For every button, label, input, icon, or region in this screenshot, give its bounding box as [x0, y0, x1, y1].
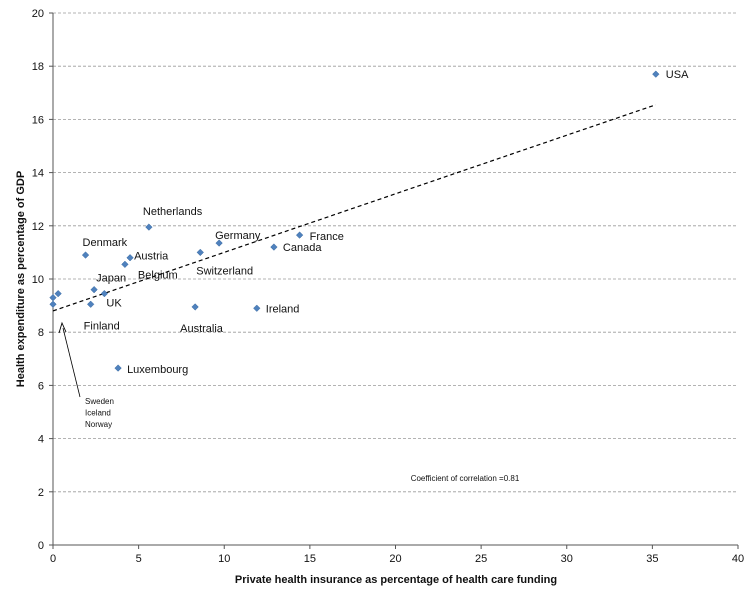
data-point-netherlands — [145, 223, 153, 231]
point-label-finland: Finland — [84, 320, 120, 332]
data-point-sweden — [49, 293, 57, 302]
data-point-austria — [126, 254, 134, 262]
point-label-switzerland: Switzerland — [196, 265, 253, 277]
point-label-iceland: Iceland — [85, 409, 111, 418]
point-label-usa: USA — [666, 69, 689, 81]
point-label-sweden: Sweden — [85, 397, 114, 406]
data-point-germany — [215, 239, 223, 247]
point-label-denmark: Denmark — [83, 237, 128, 249]
point-label-australia: Australia — [180, 323, 224, 335]
y-tick-label-10: 10 — [32, 274, 44, 286]
y-tick-label-12: 12 — [32, 221, 44, 233]
point-label-uk: UK — [106, 298, 122, 310]
y-axis-title: Health expenditure as percentage of GDP — [15, 171, 27, 387]
y-tick-label-4: 4 — [38, 434, 44, 446]
point-label-austria: Austria — [134, 251, 169, 263]
y-tick-label-8: 8 — [38, 327, 44, 339]
y-tick-label-6: 6 — [38, 380, 44, 392]
point-label-germany: Germany — [215, 230, 261, 242]
point-label-norway: Norway — [85, 420, 112, 429]
data-point-belgium — [121, 260, 129, 269]
data-point-luxembourg — [114, 364, 122, 372]
point-label-canada: Canada — [283, 242, 322, 254]
x-tick-label-5: 5 — [136, 553, 142, 565]
data-point-uk — [100, 289, 109, 298]
y-tick-label-2: 2 — [38, 487, 44, 499]
data-point-usa — [652, 70, 660, 78]
data-point-denmark — [81, 251, 90, 259]
x-tick-label-35: 35 — [646, 553, 658, 565]
data-point-australia — [191, 303, 199, 311]
y-tick-label-0: 0 — [38, 540, 44, 552]
data-point-iceland — [54, 289, 62, 298]
point-label-france: France — [310, 231, 344, 243]
axis-layer: 0 2 4 6 8 10 12 14 16 18 20 0 5 10 15 20 25 30 35 40 — [32, 8, 744, 565]
point-label-netherlands: Netherlands — [143, 206, 203, 218]
data-point-norway — [49, 300, 57, 308]
data-point-ireland — [253, 304, 261, 312]
y-tick-label-14: 14 — [32, 168, 44, 180]
trendline-layer — [52, 104, 656, 312]
y-tick-label-20: 20 — [32, 8, 44, 20]
y-tick-label-16: 16 — [32, 114, 44, 126]
x-tick-label-30: 30 — [561, 553, 573, 565]
y-tick-label-18: 18 — [32, 61, 44, 73]
point-label-ireland: Ireland — [266, 303, 300, 315]
x-tick-label-10: 10 — [218, 553, 230, 565]
correlation-annotation: Coefficient of correlation =0.81 — [411, 474, 520, 483]
point-label-belgium: Belgium — [138, 269, 178, 281]
grid-layer — [53, 12, 738, 493]
x-tick-label-15: 15 — [304, 553, 316, 565]
x-axis-title: Private health insurance as percentage o… — [235, 574, 557, 586]
data-point-france — [295, 231, 304, 239]
point-label-luxembourg: Luxembourg — [127, 364, 188, 376]
x-tick-label-40: 40 — [732, 553, 744, 565]
nordic-arrow-head — [58, 321, 67, 334]
nordic-arrow-line — [62, 327, 81, 398]
data-point-japan — [90, 285, 98, 294]
data-point-switzerland — [196, 248, 204, 257]
data-point-finland — [87, 300, 95, 308]
x-tick-label-25: 25 — [475, 553, 487, 565]
trendline — [52, 104, 656, 312]
x-tick-label-0: 0 — [50, 553, 56, 565]
points-layer — [49, 70, 660, 372]
point-label-japan: Japan — [96, 273, 126, 285]
x-tick-label-20: 20 — [389, 553, 401, 565]
data-point-canada — [270, 243, 278, 251]
